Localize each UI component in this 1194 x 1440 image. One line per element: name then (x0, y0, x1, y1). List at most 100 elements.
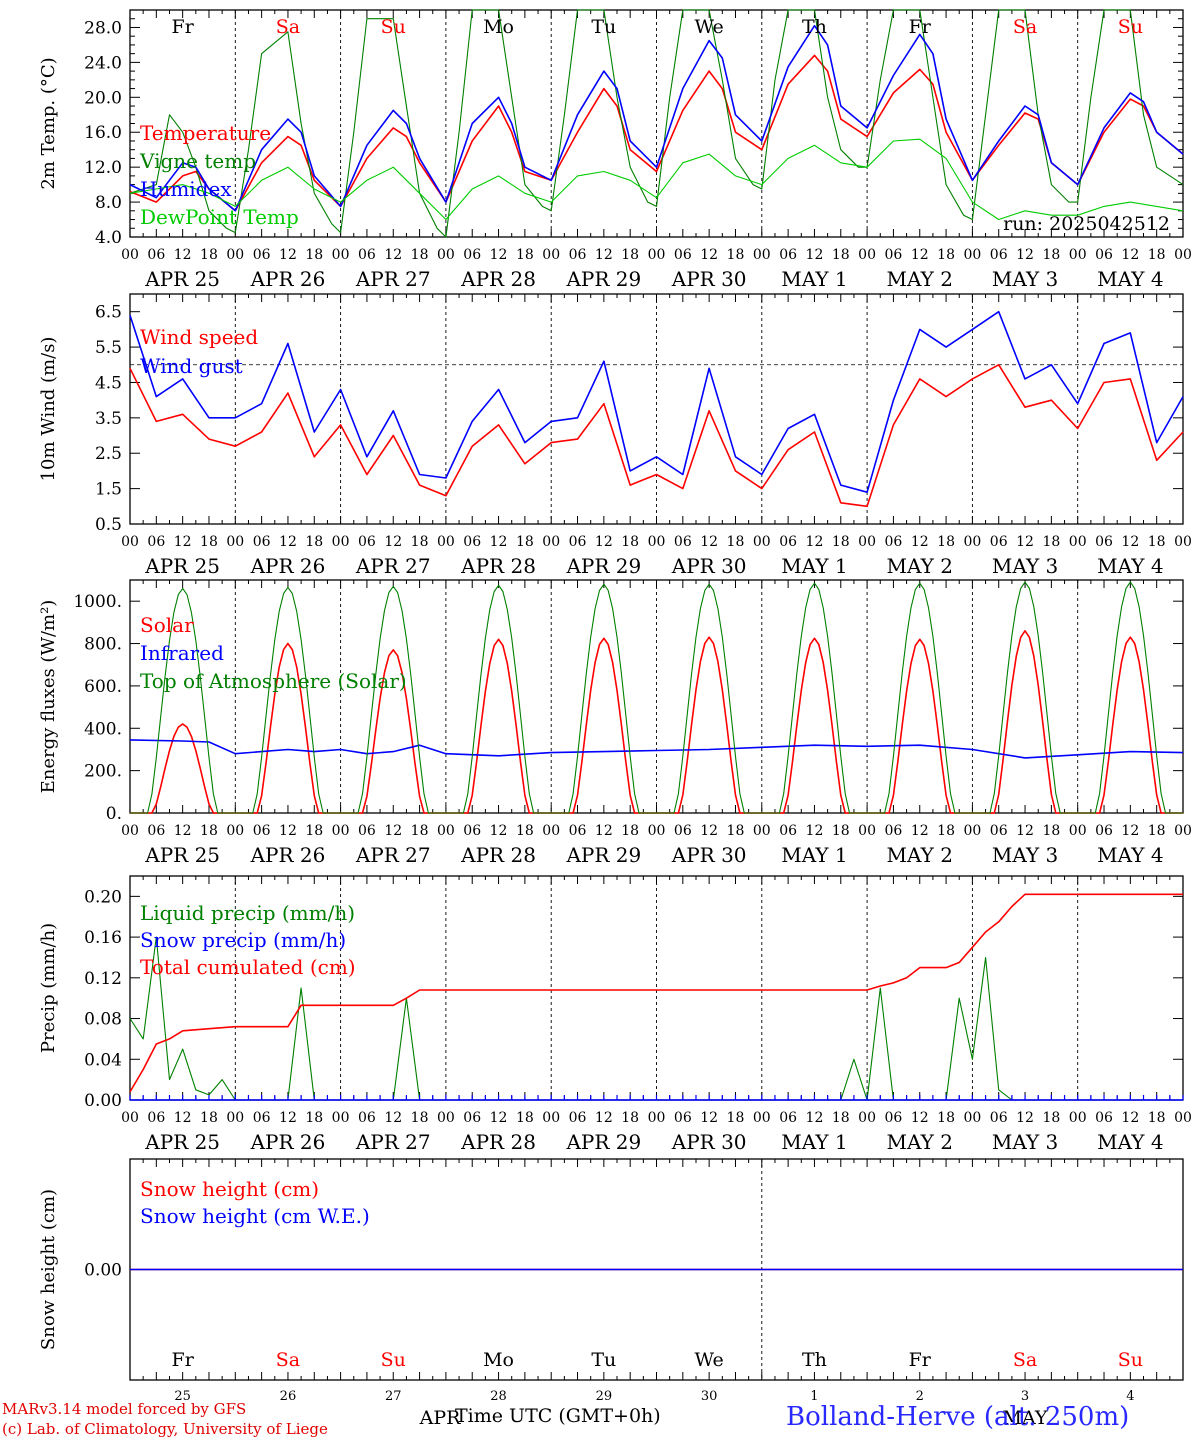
hour-tick-label: 18 (621, 247, 639, 263)
panel-5: 0.00 Snow height (cm) Snow height (cm) Snow… (38, 1158, 1184, 1429)
day-number-label: 28 (490, 1389, 507, 1404)
date-label: APR 27 (355, 1130, 431, 1154)
legend-entry: Snow precip (mm/h) (140, 928, 346, 952)
hour-tick-label: 12 (700, 534, 718, 550)
hour-tick-label: 06 (990, 534, 1008, 550)
hour-tick-label: 18 (411, 534, 429, 550)
hour-tick-label: 12 (595, 534, 613, 550)
hour-tick-label: 18 (305, 247, 323, 263)
legend-entry: Solar (140, 613, 194, 637)
y-tick-label: 0.04 (84, 1050, 122, 1070)
date-label: MAY 4 (1097, 1130, 1163, 1154)
y-tick-label: 0.20 (84, 887, 122, 907)
hour-tick-label: 00 (226, 823, 244, 839)
date-label: MAY 3 (992, 267, 1058, 291)
hour-tick-label: 00 (648, 247, 666, 263)
hour-tick-label: 00 (963, 1110, 981, 1126)
hour-tick-label: 06 (1095, 823, 1113, 839)
date-label: MAY 2 (887, 554, 953, 578)
weekday-label: Sa (276, 1349, 300, 1371)
y-axis-label: 10m Wind (m/s) (38, 337, 59, 482)
hour-tick-label: 06 (885, 1110, 903, 1126)
hour-tick-label: 00 (542, 1110, 560, 1126)
weekday-label: Su (1118, 1349, 1143, 1371)
hour-tick-label: 18 (832, 1110, 850, 1126)
series-line-wind-speed (129, 364, 1184, 508)
y-tick-label: 0.5 (95, 515, 122, 535)
legend-entry: Temperature (140, 121, 271, 145)
month-label: MAY (1003, 1407, 1048, 1429)
hour-tick-label: 12 (490, 1110, 508, 1126)
hour-tick-label: 00 (1174, 247, 1192, 263)
y-tick-label: 800. (84, 635, 122, 655)
weekday-label: Fr (172, 16, 195, 38)
hour-tick-label: 06 (1095, 247, 1113, 263)
weekday-label: We (695, 1349, 724, 1371)
date-label: APR 30 (671, 554, 747, 578)
date-label: MAY 4 (1097, 554, 1163, 578)
y-tick-label: 24.0 (84, 53, 122, 73)
hour-tick-label: 00 (121, 534, 139, 550)
hour-tick-label: 06 (358, 823, 376, 839)
y-tick-label: 1.5 (95, 480, 122, 500)
hour-tick-label: 06 (885, 534, 903, 550)
y-tick-label: 0. (106, 804, 122, 824)
date-label: APR 29 (565, 843, 641, 867)
weekday-label: Tu (591, 16, 616, 38)
hour-tick-label: 18 (832, 534, 850, 550)
hour-tick-label: 12 (490, 247, 508, 263)
date-label: APR 26 (250, 843, 326, 867)
weekday-label: Tu (591, 1349, 616, 1371)
y-tick-label: 0.16 (84, 928, 122, 948)
hour-tick-label: 18 (832, 247, 850, 263)
y-tick-label: 20.0 (84, 88, 122, 108)
hour-tick-label: 00 (437, 823, 455, 839)
hour-tick-label: 12 (384, 534, 402, 550)
date-label: APR 26 (250, 267, 326, 291)
legend-entry: Humidex (140, 177, 232, 201)
date-label: APR 27 (355, 554, 431, 578)
series-line-total-cumulated-cm- (129, 893, 1183, 1093)
y-tick-label: 4.5 (95, 373, 122, 393)
weekday-label: Sa (1013, 16, 1037, 38)
hour-tick-label: 06 (990, 823, 1008, 839)
hour-tick-label: 18 (727, 534, 745, 550)
date-label: MAY 2 (887, 843, 953, 867)
weekday-label: Su (381, 16, 406, 38)
date-label: APR 30 (671, 267, 747, 291)
hour-tick-label: 12 (806, 534, 824, 550)
panel-1: 4.0 8.0 12.0 16.0 20.0 24.0 28.0 2m Temp. (°C) T… (38, 9, 1192, 291)
hour-tick-label: 06 (147, 1110, 165, 1126)
hour-tick-label: 00 (1069, 247, 1087, 263)
weekday-label: Fr (909, 1349, 932, 1371)
hour-tick-label: 18 (516, 247, 534, 263)
y-axis-label: Snow height (cm) (38, 1189, 59, 1350)
station-title: Bolland-Herve (alt. 250m) (786, 1402, 1130, 1432)
hour-tick-label: 12 (490, 823, 508, 839)
hour-tick-label: 18 (1148, 1110, 1166, 1126)
hour-tick-label: 12 (1121, 823, 1139, 839)
hour-tick-label: 00 (858, 247, 876, 263)
hour-tick-label: 00 (1174, 1110, 1192, 1126)
date-label: APR 29 (565, 554, 641, 578)
hour-tick-label: 18 (411, 1110, 429, 1126)
hour-tick-label: 12 (911, 823, 929, 839)
hour-tick-label: 00 (332, 823, 350, 839)
hour-tick-label: 12 (174, 247, 192, 263)
hour-tick-label: 00 (226, 247, 244, 263)
hour-tick-label: 18 (516, 823, 534, 839)
hour-tick-label: 06 (885, 823, 903, 839)
date-label: MAY 1 (781, 554, 847, 578)
weekday-label: Mo (483, 1349, 514, 1371)
weekday-label: Su (381, 1349, 406, 1371)
hour-tick-label: 06 (463, 823, 481, 839)
date-label: MAY 4 (1097, 267, 1163, 291)
hour-tick-label: 18 (937, 247, 955, 263)
hour-tick-label: 06 (674, 534, 692, 550)
hour-tick-label: 00 (332, 247, 350, 263)
hour-tick-label: 18 (200, 534, 218, 550)
x-axis-title: Time UTC (GMT+0h) (455, 1405, 661, 1427)
hour-tick-label: 06 (463, 534, 481, 550)
hour-tick-label: 12 (279, 823, 297, 839)
hour-tick-label: 06 (569, 247, 587, 263)
